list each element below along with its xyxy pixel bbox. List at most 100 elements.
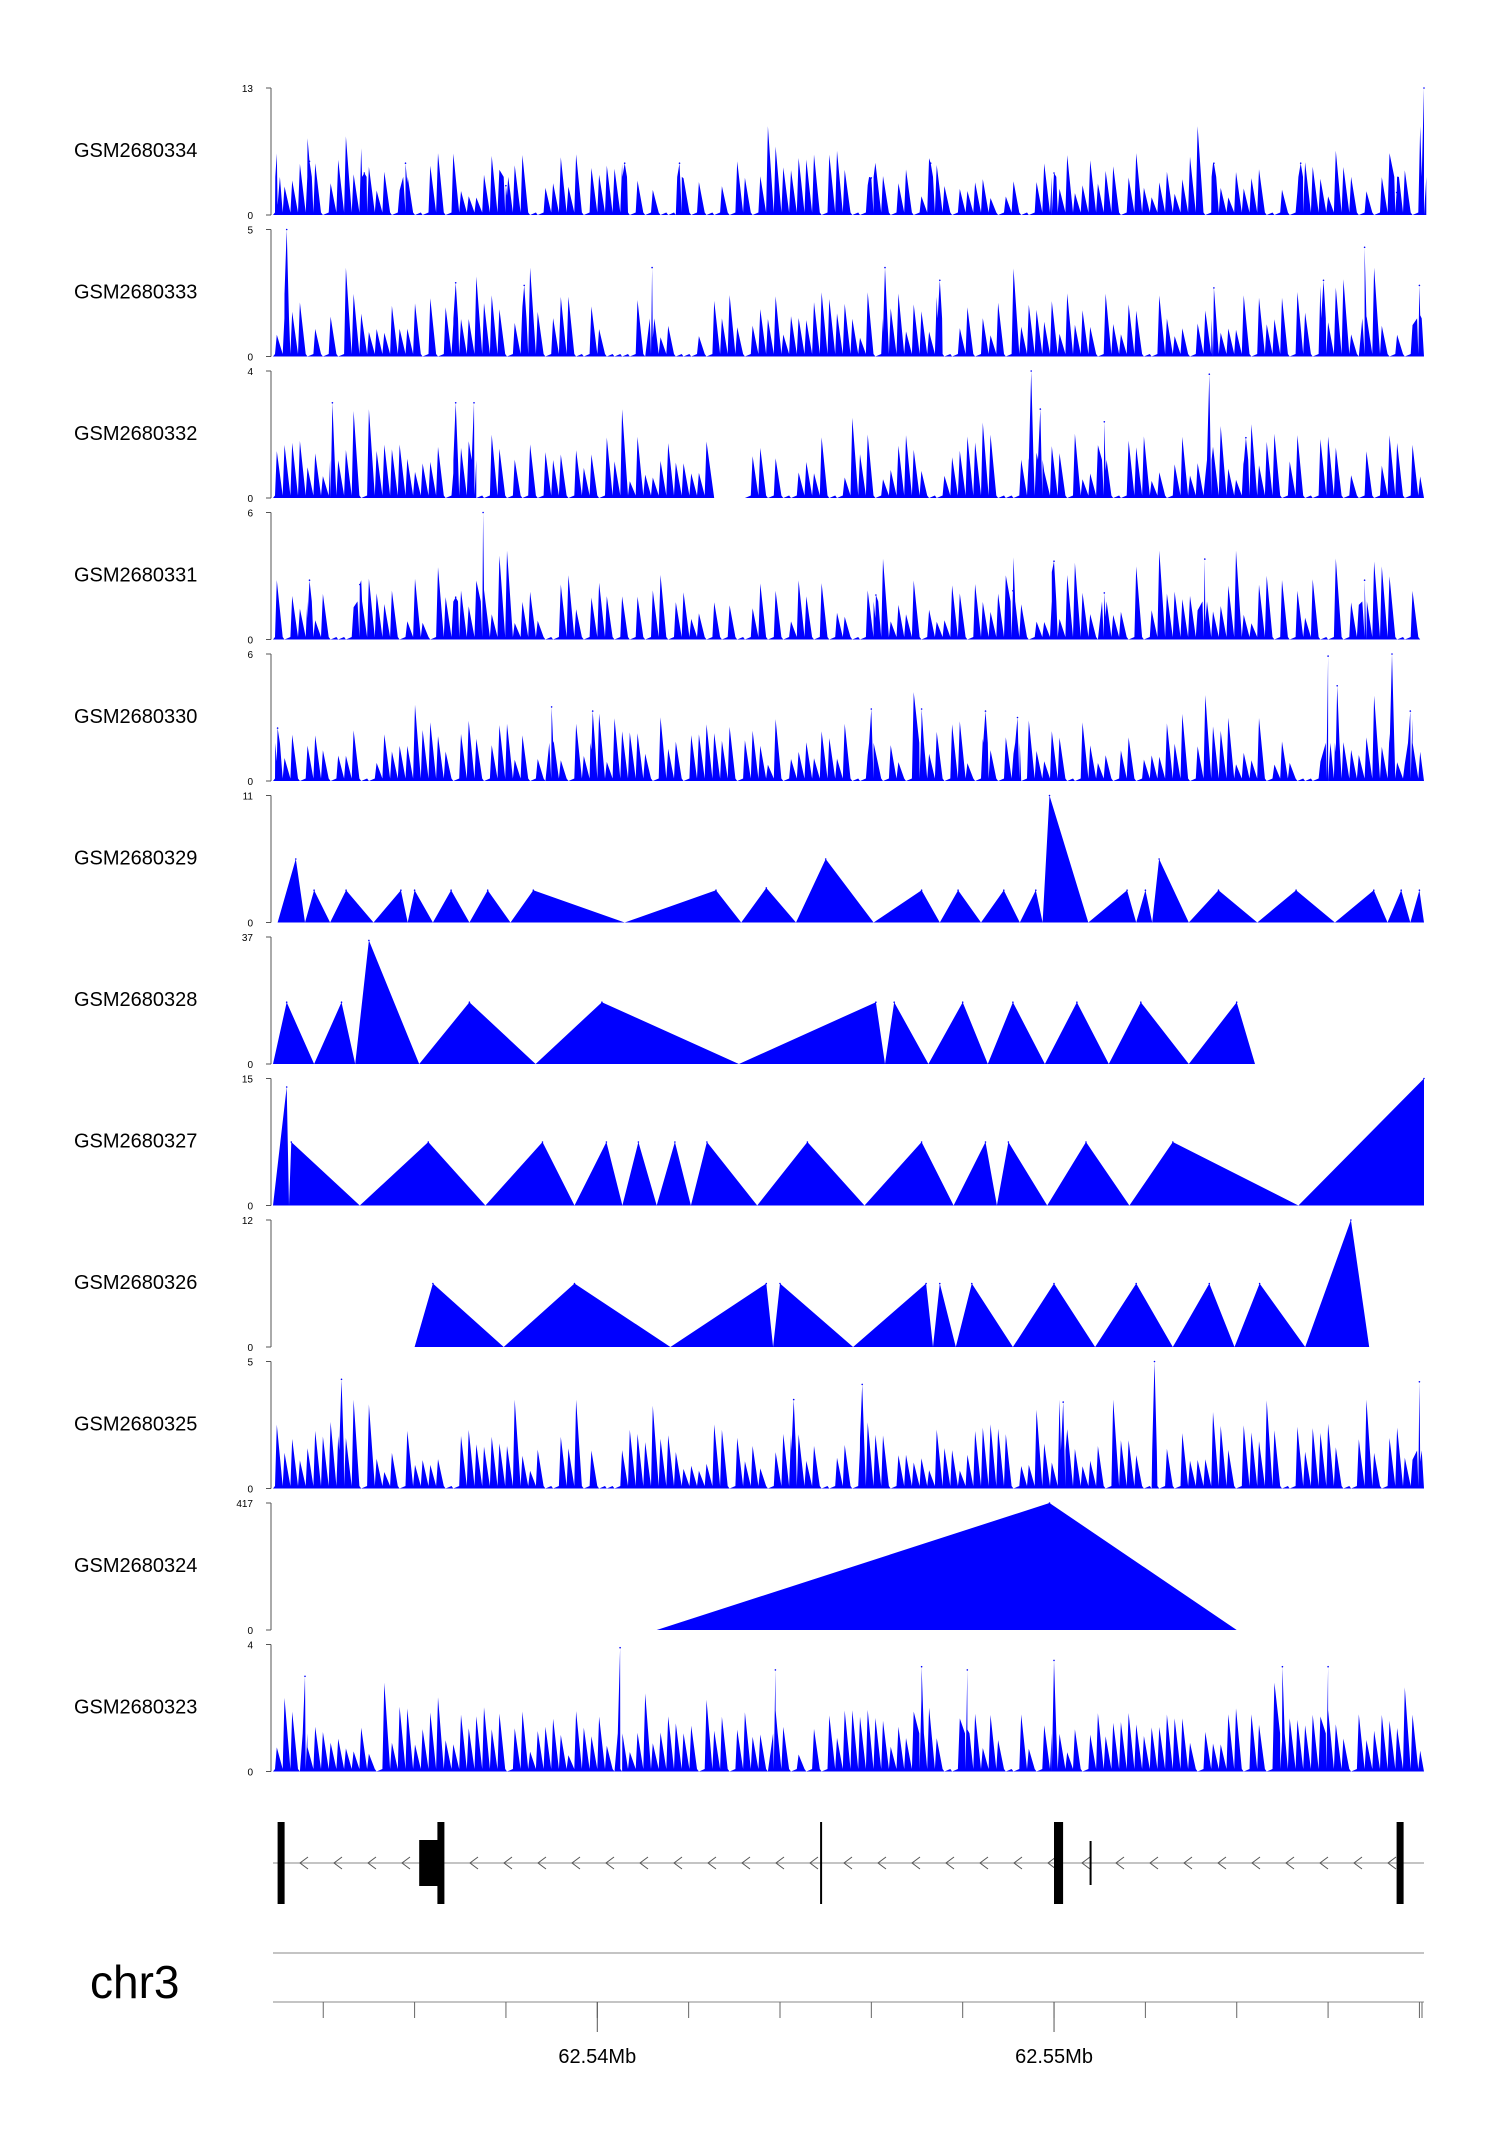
y-max-label: 5 — [247, 1358, 253, 1369]
coverage-peak — [1363, 246, 1366, 249]
coverage-peak — [1062, 1401, 1064, 1403]
coverage-peak — [1373, 889, 1375, 891]
coverage-peak — [792, 1398, 795, 1401]
coverage-peak — [1076, 1001, 1078, 1003]
coverage-peak — [304, 1675, 306, 1678]
coverage-peak — [290, 1141, 293, 1143]
coverage-peak — [1423, 87, 1425, 89]
coverage-peak — [1016, 716, 1019, 719]
track-label: GSM2680331 — [74, 565, 197, 587]
coverage-peak — [875, 1001, 877, 1003]
coverage-peak — [1035, 889, 1037, 891]
track-GSM2680325: GSM2680325 5 0 — [74, 1358, 1424, 1496]
coverage-peak — [523, 284, 525, 287]
coverage-peak — [331, 402, 334, 404]
coverage-peak — [1213, 287, 1215, 289]
strand-arrow-icon — [639, 1856, 649, 1870]
coverage-peak — [295, 858, 297, 860]
strand-arrow-icon — [469, 1856, 479, 1870]
coverage-peak — [1003, 889, 1005, 891]
coverage-peak — [1245, 436, 1247, 439]
coverage-peak — [468, 1001, 471, 1003]
coverage-peak — [285, 1001, 288, 1003]
coverage-peak — [1235, 1001, 1238, 1003]
coverage-peak — [285, 228, 288, 231]
strand-arrow-icon — [1319, 1856, 1329, 1870]
coverage-peak — [1048, 1502, 1051, 1504]
strand-arrow-icon — [741, 1856, 751, 1870]
coverage-peak — [1007, 1141, 1010, 1143]
coverage-peak — [340, 1001, 343, 1003]
coverage-area — [273, 1078, 1424, 1206]
coverage-peak — [774, 1669, 777, 1671]
strand-arrow-icon — [673, 1856, 683, 1870]
genomic-axis: chr3 62.54Mb 62.55Mb — [90, 1952, 1424, 2068]
coverage-peak — [971, 1282, 973, 1285]
coverage-tracks: GSM2680334130GSM268033350GSM268033240GSM… — [74, 84, 1427, 1779]
coverage-peak — [961, 1001, 964, 1003]
coverage-peak — [1140, 1001, 1142, 1003]
coverage-peak — [1409, 710, 1412, 712]
track-label: GSM2680326 — [74, 1272, 197, 1294]
coverage-peak — [984, 1141, 987, 1143]
coverage-peak — [308, 579, 311, 581]
y-max-label: 37 — [242, 933, 254, 944]
coverage-peak — [678, 162, 681, 164]
track-GSM2680329: GSM2680329 11 0 — [74, 792, 1425, 930]
coverage-peak — [619, 1646, 621, 1649]
coverage-peak — [1103, 592, 1106, 594]
coverage-peak — [1135, 1282, 1137, 1285]
strand-arrow-icon — [571, 1856, 581, 1870]
coverage-peak — [1258, 1282, 1261, 1285]
chromosome-label: chr3 — [90, 1956, 179, 2008]
coverage-peak — [875, 594, 877, 596]
coverage-peak — [550, 706, 553, 708]
y-max-label: 4 — [247, 367, 253, 378]
coverage-peak — [939, 279, 941, 282]
coverage-peak — [957, 889, 959, 891]
y-max-label: 13 — [242, 84, 254, 95]
y-max-label: 4 — [247, 1641, 253, 1652]
coverage-area — [273, 371, 1424, 498]
track-GSM2680324: GSM2680324 417 0 — [74, 1499, 1237, 1637]
coverage-peak — [1012, 590, 1014, 592]
y-min-label: 0 — [247, 1768, 253, 1779]
coverage-peak — [482, 511, 484, 514]
track-label: GSM2680329 — [74, 848, 197, 870]
strand-arrow-icon — [1149, 1856, 1159, 1870]
track-GSM2680326: GSM2680326 12 0 — [74, 1216, 1370, 1354]
y-max-label: 11 — [243, 792, 254, 803]
strand-arrow-icon — [1251, 1856, 1261, 1870]
coverage-peak — [1336, 685, 1338, 687]
coverage-peak — [413, 889, 416, 891]
coverage-peak — [400, 889, 402, 891]
coverage-area — [273, 88, 1427, 215]
track-label: GSM2680334 — [74, 140, 197, 162]
coverage-peak — [505, 184, 507, 187]
coverage-peak — [1039, 408, 1042, 410]
y-min-label: 0 — [247, 636, 253, 647]
coverage-peak — [1053, 172, 1055, 174]
strand-arrow-icon — [1047, 1856, 1057, 1870]
strand-arrow-icon — [1081, 1856, 1091, 1870]
coverage-peak — [1213, 162, 1215, 164]
coverage-peak — [276, 204, 279, 206]
track-GSM2680331: GSM2680331 6 0 — [74, 509, 1424, 647]
gene-exon — [1396, 1822, 1404, 1904]
track-label: GSM2680324 — [74, 1555, 197, 1577]
coverage-peak — [1153, 1360, 1156, 1363]
y-min-label: 0 — [247, 494, 253, 505]
strand-arrow-icon — [1285, 1856, 1295, 1870]
coverage-peak — [1103, 421, 1106, 423]
gene-exon — [1054, 1822, 1064, 1904]
coverage-peak — [706, 1141, 708, 1143]
coverage-peak — [368, 939, 370, 942]
coverage-peak — [651, 266, 653, 269]
coverage-peak — [1053, 1282, 1055, 1285]
coverage-peak — [1391, 653, 1393, 655]
coverage-peak — [1048, 794, 1051, 797]
coverage-area — [273, 512, 1424, 640]
strand-arrow-icon — [367, 1856, 377, 1870]
coverage-peak — [966, 1669, 969, 1671]
track-GSM2680334: GSM2680334 13 0 — [74, 84, 1427, 222]
